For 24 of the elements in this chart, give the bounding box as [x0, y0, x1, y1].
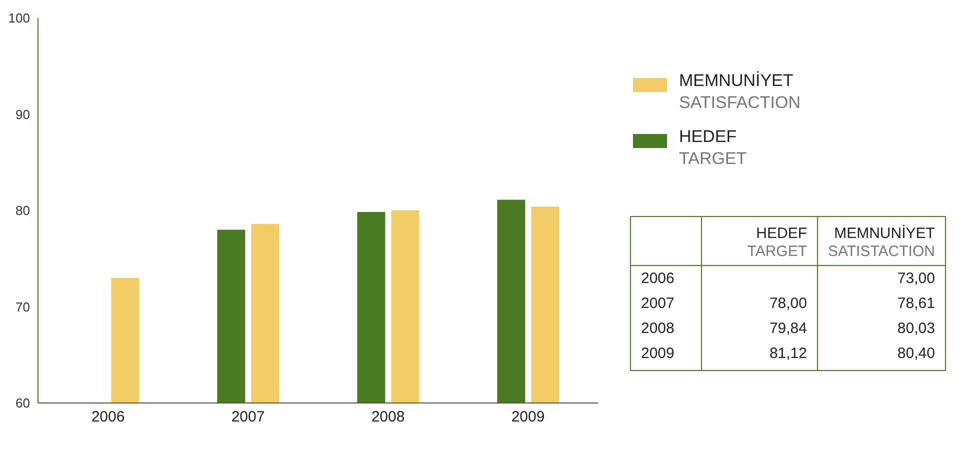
x-tick-label: 2007 — [231, 408, 265, 426]
text: 80,03 — [818, 316, 946, 341]
y-tick-label: 80 — [16, 203, 30, 218]
x-tick-label: 2009 — [511, 408, 545, 426]
category-label: 2007 — [641, 295, 674, 312]
category-label: 2009 — [641, 345, 674, 362]
text: HEDEF TARGET — [746, 225, 807, 261]
x-tick-label: 2006 — [91, 408, 125, 426]
category-label: 2006 — [641, 270, 674, 287]
text: 73,00 — [818, 266, 946, 291]
y-tick-label: 70 — [16, 299, 30, 314]
text: 78,00 — [702, 291, 818, 316]
legend-label: HEDEF TARGET — [679, 126, 747, 170]
y-tick-label: 60 — [16, 396, 30, 411]
text: MEMNUNİYET SATISTACTION — [828, 225, 935, 261]
legend-label: MEMNUNİYET SATISFACTION — [679, 70, 801, 114]
y-tick-label: 90 — [16, 106, 30, 122]
y-tick-label: 100 — [8, 10, 30, 26]
text: 80,40 — [818, 341, 946, 366]
text: 79,84 — [702, 316, 818, 341]
text: 81,12 — [702, 341, 818, 366]
x-tick-label: 2008 — [371, 408, 405, 426]
category-label: 2008 — [641, 320, 674, 337]
text: 78,61 — [818, 291, 946, 316]
